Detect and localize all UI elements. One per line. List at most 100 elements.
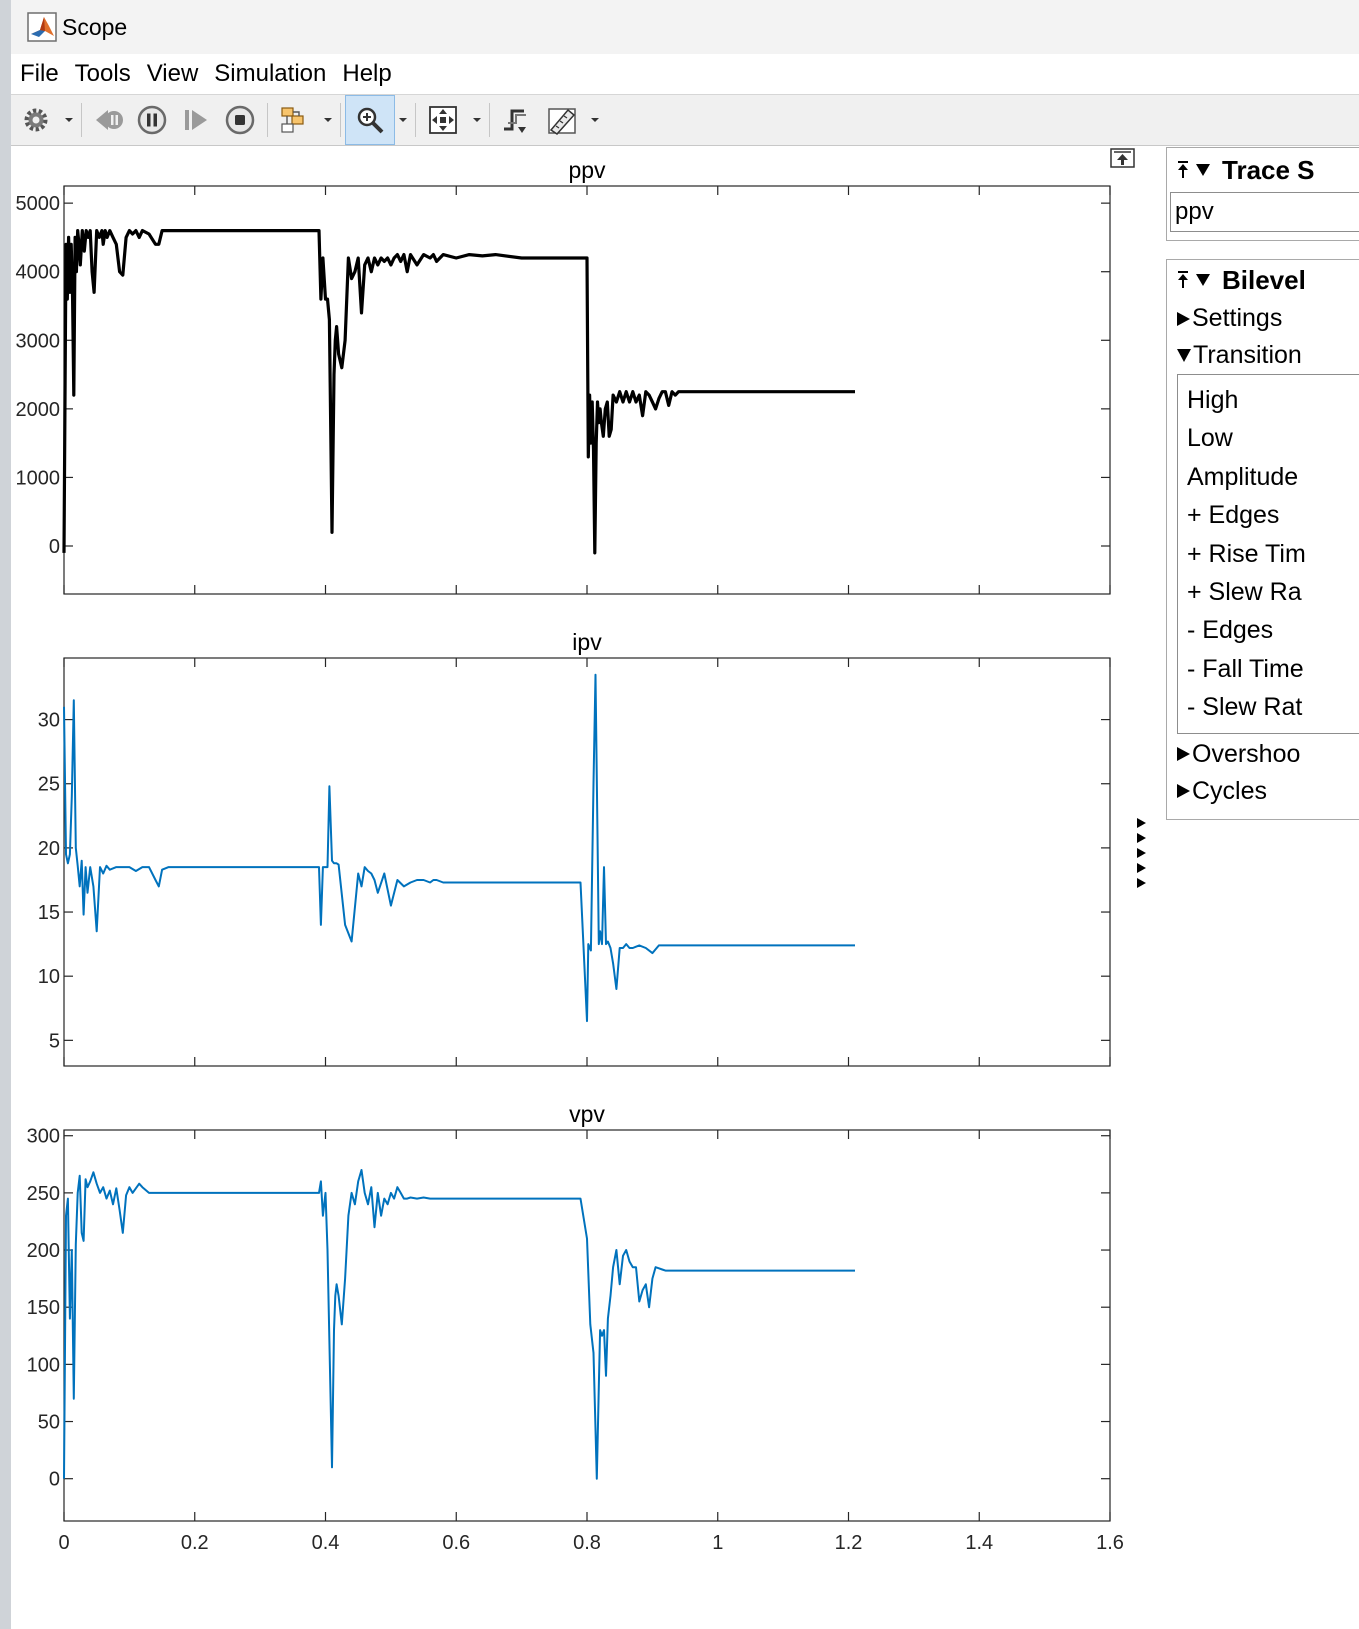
trigger-icon	[504, 109, 526, 133]
stop-button[interactable]	[223, 95, 257, 145]
measurements-dropdown[interactable]	[589, 95, 601, 145]
transition-item-pos-edges[interactable]: + Edges	[1187, 501, 1280, 530]
bilevel-header[interactable]: Bilevel	[1167, 260, 1359, 300]
y-tick-label: 300	[27, 1126, 60, 1148]
autoscale-icon	[429, 106, 457, 134]
title-bar: Scope	[11, 0, 1359, 54]
trace-selection-title: Trace S	[1222, 154, 1315, 185]
y-tick-label: 15	[38, 902, 60, 924]
settings-gear-button[interactable]	[19, 95, 53, 145]
trace-select-list[interactable]: ppv	[1170, 192, 1359, 232]
window-title: Scope	[62, 13, 128, 40]
pause-button[interactable]	[135, 95, 169, 145]
section-cycles-label: Cycles	[1192, 776, 1268, 805]
x-tick-label: 0.6	[442, 1532, 470, 1554]
y-tick-label: 200	[27, 1240, 60, 1262]
axes-ipv[interactable]: ipv 5 10 15 20 25 30	[38, 629, 1111, 1067]
collapse-icon[interactable]	[1196, 274, 1210, 286]
step-back-button[interactable]	[91, 95, 125, 145]
section-overshoot[interactable]: Overshoo	[1167, 736, 1359, 773]
toolbar-separator	[489, 103, 490, 137]
series-line-vpv	[63, 1169, 855, 1480]
arrow-right-icon	[1137, 833, 1146, 843]
transition-item-neg-slew-rate[interactable]: - Slew Rat	[1187, 693, 1303, 722]
undock-icon[interactable]	[1110, 148, 1135, 168]
autoscale-dropdown[interactable]	[471, 95, 483, 145]
step-forward-button[interactable]	[179, 95, 213, 145]
axes-vpv[interactable]: vpv 0 0.2 0.4 0.6 0.8 1 1.2 1.4 1.6 0 50 100 150 200 25…	[27, 1101, 1124, 1554]
arrow-right-icon	[1137, 848, 1146, 858]
menu-help[interactable]: Help	[342, 60, 392, 87]
transition-item-pos-slew-rate[interactable]: + Slew Ra	[1187, 577, 1302, 606]
transition-item-amplitude[interactable]: Amplitude	[1187, 462, 1299, 491]
collapse-icon[interactable]	[1196, 164, 1210, 176]
arrow-right-icon	[1137, 878, 1146, 888]
section-transition-label: Transition	[1193, 341, 1302, 369]
menu-view[interactable]: View	[146, 60, 199, 87]
zoom-in-icon	[357, 107, 384, 134]
y-tick-label: 100	[27, 1354, 60, 1376]
expand-icon	[1177, 311, 1190, 326]
toolbar-separator	[267, 103, 268, 137]
y-tick-label: 0	[49, 1469, 60, 1491]
section-overshoot-label: Overshoo	[1192, 739, 1301, 768]
toolbar-separator	[415, 103, 416, 137]
expand-icon	[1177, 747, 1190, 762]
x-tick-label: 0.2	[181, 1532, 209, 1554]
x-tick-label: 1.6	[1096, 1532, 1124, 1554]
panel-expand-arrows[interactable]	[1137, 818, 1151, 893]
arrow-right-icon	[1137, 818, 1146, 828]
chevron-down-icon	[399, 118, 407, 122]
trace-selection-panel: Trace S ppv	[1166, 147, 1359, 241]
plot-title: vpv	[569, 1101, 605, 1127]
trace-item-selected[interactable]: ppv	[1175, 198, 1214, 225]
y-tick-label: 2000	[16, 399, 61, 421]
trace-selection-header[interactable]: Trace S	[1167, 148, 1359, 192]
transition-item-high[interactable]: High	[1187, 386, 1239, 414]
y-tick-label: 30	[38, 710, 60, 732]
chevron-down-icon	[65, 118, 73, 122]
y-tick-label: 5000	[16, 193, 61, 215]
section-cycles[interactable]: Cycles	[1167, 773, 1359, 810]
transition-item-neg-edges[interactable]: - Edges	[1187, 616, 1274, 645]
x-tick-label: 1.2	[835, 1532, 863, 1554]
menu-tools[interactable]: Tools	[74, 60, 131, 87]
collapse-icon	[1177, 349, 1191, 362]
toolbar-separator	[81, 103, 82, 137]
matlab-logo-icon	[27, 12, 57, 42]
y-tick-label: 20	[38, 838, 60, 860]
section-settings[interactable]: Settings	[1167, 300, 1359, 337]
section-transition[interactable]: Transition	[1167, 337, 1359, 374]
section-settings-label: Settings	[1192, 304, 1283, 332]
y-tick-label: 4000	[16, 262, 61, 284]
menu-file[interactable]: File	[20, 60, 59, 87]
highlight-block-button[interactable]	[277, 95, 313, 145]
measurements-button[interactable]	[543, 95, 583, 145]
transition-item-rise-time[interactable]: + Rise Tim	[1187, 539, 1306, 568]
transition-item-low[interactable]: Low	[1187, 424, 1233, 453]
zoom-in-button[interactable]	[345, 95, 395, 145]
triggers-button[interactable]	[497, 95, 533, 145]
window-left-edge	[0, 0, 11, 1629]
bilevel-measurements-panel: Bilevel Settings Transition High Low Amp…	[1166, 259, 1359, 820]
settings-dropdown[interactable]	[63, 95, 75, 145]
chevron-down-icon	[473, 118, 481, 122]
gear-icon	[24, 108, 48, 132]
y-tick-label: 0	[49, 536, 60, 558]
transition-item-fall-time[interactable]: - Fall Time	[1187, 654, 1304, 683]
y-tick-label: 250	[27, 1183, 60, 1205]
menu-bar: File Tools View Simulation Help	[11, 54, 1359, 94]
axes-ppv[interactable]: ppv 0 1000 2000 3000 4000 5000	[16, 157, 1111, 595]
scope-plot-area[interactable]: ppv010002000300040005000ipv51015202530vp…	[0, 0, 1160, 1629]
x-tick-label: 0.4	[312, 1532, 340, 1554]
y-tick-label: 1000	[16, 467, 61, 489]
y-tick-label: 10	[38, 966, 60, 988]
step-back-icon	[96, 110, 123, 130]
menu-simulation[interactable]: Simulation	[214, 60, 327, 87]
x-tick-label: 1.4	[965, 1532, 993, 1554]
x-tick-label: 1	[712, 1532, 723, 1554]
autoscale-button[interactable]	[423, 95, 463, 145]
series-line-ipv	[63, 673, 855, 1023]
highlight-dropdown[interactable]	[322, 95, 334, 145]
zoom-dropdown[interactable]	[397, 95, 409, 145]
